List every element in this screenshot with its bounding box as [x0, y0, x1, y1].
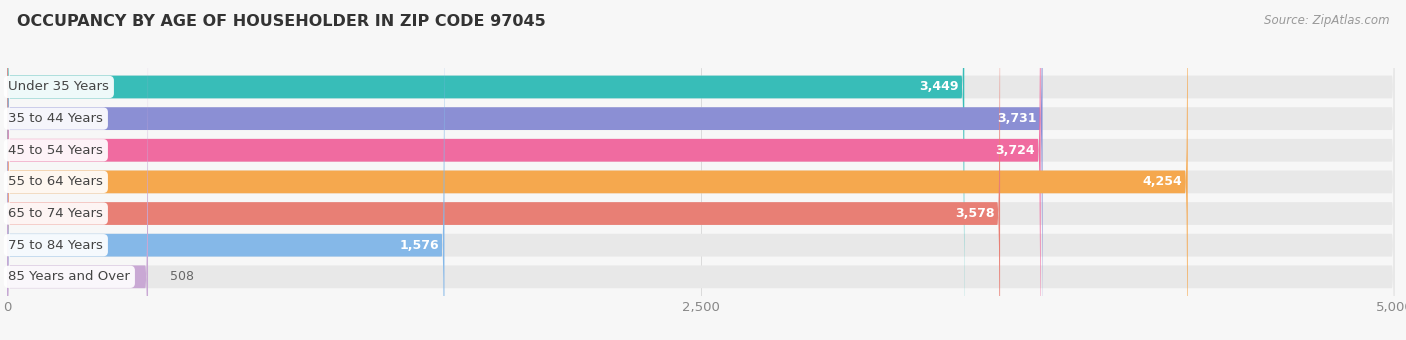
FancyBboxPatch shape [7, 0, 444, 340]
FancyBboxPatch shape [7, 0, 1395, 340]
Text: Source: ZipAtlas.com: Source: ZipAtlas.com [1264, 14, 1389, 27]
Text: 75 to 84 Years: 75 to 84 Years [8, 239, 103, 252]
Text: 65 to 74 Years: 65 to 74 Years [8, 207, 103, 220]
Text: 1,576: 1,576 [399, 239, 439, 252]
Text: 3,449: 3,449 [920, 81, 959, 94]
Text: OCCUPANCY BY AGE OF HOUSEHOLDER IN ZIP CODE 97045: OCCUPANCY BY AGE OF HOUSEHOLDER IN ZIP C… [17, 14, 546, 29]
Text: 3,724: 3,724 [995, 144, 1035, 157]
FancyBboxPatch shape [7, 0, 965, 340]
Text: 45 to 54 Years: 45 to 54 Years [8, 144, 103, 157]
Text: 35 to 44 Years: 35 to 44 Years [8, 112, 103, 125]
FancyBboxPatch shape [7, 0, 1395, 340]
Text: 508: 508 [170, 270, 194, 283]
FancyBboxPatch shape [7, 0, 1395, 340]
Text: 4,254: 4,254 [1143, 175, 1182, 188]
Text: Under 35 Years: Under 35 Years [8, 81, 110, 94]
FancyBboxPatch shape [7, 0, 1040, 340]
Text: 3,578: 3,578 [955, 207, 994, 220]
FancyBboxPatch shape [7, 0, 1395, 340]
FancyBboxPatch shape [7, 0, 1395, 340]
Text: 55 to 64 Years: 55 to 64 Years [8, 175, 103, 188]
Text: 85 Years and Over: 85 Years and Over [8, 270, 131, 283]
FancyBboxPatch shape [7, 0, 148, 340]
FancyBboxPatch shape [7, 0, 1000, 340]
FancyBboxPatch shape [7, 0, 1042, 340]
Text: 3,731: 3,731 [997, 112, 1038, 125]
FancyBboxPatch shape [7, 0, 1395, 340]
FancyBboxPatch shape [7, 0, 1188, 340]
FancyBboxPatch shape [7, 0, 1395, 340]
